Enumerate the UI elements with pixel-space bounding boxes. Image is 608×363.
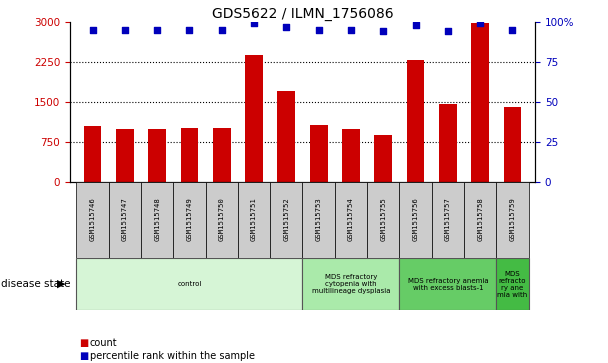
Bar: [245, 55, 263, 182]
Bar: [148, 129, 166, 182]
Bar: [399, 182, 432, 258]
Text: GSM1515758: GSM1515758: [477, 198, 483, 241]
Point: [185, 27, 195, 33]
Text: GSM1515749: GSM1515749: [187, 198, 192, 241]
Bar: [335, 182, 367, 258]
Bar: [84, 126, 102, 182]
Bar: [439, 104, 457, 182]
Point: [152, 27, 162, 33]
Bar: [109, 182, 141, 258]
Point: [249, 20, 259, 26]
Bar: [206, 182, 238, 258]
Text: GSM1515746: GSM1515746: [89, 198, 95, 241]
Text: ■: ■: [79, 338, 88, 348]
Text: MDS refractory anemia
with excess blasts-1: MDS refractory anemia with excess blasts…: [407, 278, 488, 290]
Point: [217, 27, 227, 33]
Text: MDS refractory
cytopenia with
multilineage dysplasia: MDS refractory cytopenia with multilinea…: [312, 274, 390, 294]
Text: GSM1515755: GSM1515755: [380, 198, 386, 241]
Bar: [238, 182, 270, 258]
Text: GSM1515756: GSM1515756: [413, 198, 418, 241]
Bar: [309, 125, 328, 182]
Bar: [407, 60, 424, 182]
Bar: [213, 128, 230, 182]
Text: GSM1515759: GSM1515759: [510, 198, 516, 241]
Point: [475, 20, 485, 26]
Bar: [375, 135, 392, 182]
Bar: [141, 182, 173, 258]
Point: [314, 27, 323, 33]
Bar: [116, 129, 134, 182]
Text: ■: ■: [79, 351, 88, 362]
Text: ▶: ▶: [57, 279, 66, 289]
Point: [346, 27, 356, 33]
Bar: [464, 182, 496, 258]
Text: GSM1515751: GSM1515751: [251, 198, 257, 241]
Text: GSM1515754: GSM1515754: [348, 198, 354, 241]
Bar: [367, 182, 399, 258]
Bar: [270, 182, 302, 258]
Point: [282, 24, 291, 29]
Bar: [503, 107, 521, 182]
Bar: [342, 129, 360, 182]
Bar: [303, 182, 335, 258]
Point: [410, 22, 420, 28]
Bar: [173, 182, 206, 258]
Bar: [399, 258, 496, 310]
Bar: [496, 182, 528, 258]
Text: GSM1515750: GSM1515750: [219, 198, 225, 241]
Text: MDS
refracto
ry ane
mia with: MDS refracto ry ane mia with: [497, 270, 528, 298]
Title: GDS5622 / ILMN_1756086: GDS5622 / ILMN_1756086: [212, 7, 393, 21]
Text: control: control: [178, 281, 202, 287]
Bar: [77, 258, 302, 310]
Bar: [471, 23, 489, 182]
Bar: [496, 258, 528, 310]
Bar: [181, 128, 198, 182]
Point: [508, 27, 517, 33]
Bar: [303, 258, 399, 310]
Point: [88, 27, 97, 33]
Point: [378, 28, 388, 34]
Bar: [77, 182, 109, 258]
Text: GSM1515757: GSM1515757: [445, 198, 451, 241]
Text: GSM1515753: GSM1515753: [316, 198, 322, 241]
Text: count: count: [90, 338, 117, 348]
Text: disease state: disease state: [1, 279, 71, 289]
Text: GSM1515752: GSM1515752: [283, 198, 289, 241]
Point: [120, 27, 130, 33]
Text: GSM1515747: GSM1515747: [122, 198, 128, 241]
Point: [443, 28, 453, 34]
Bar: [432, 182, 464, 258]
Bar: [277, 91, 295, 182]
Text: percentile rank within the sample: percentile rank within the sample: [90, 351, 255, 362]
Text: GSM1515748: GSM1515748: [154, 198, 160, 241]
